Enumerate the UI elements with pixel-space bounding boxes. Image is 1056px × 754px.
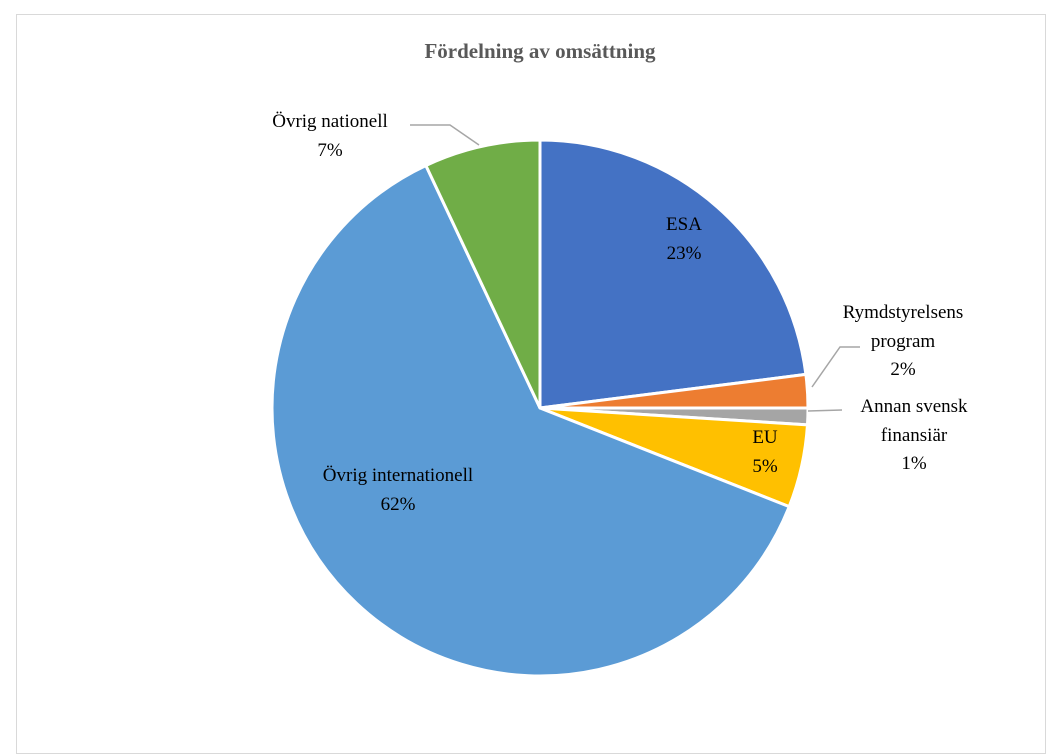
data-label-esa: 23% [667, 243, 702, 264]
pie-slice-esa [538, 138, 808, 410]
pie-slice-ovrig-internationell [270, 164, 791, 678]
leader-lines [410, 124, 860, 412]
category-label-annan-svensk-finansiar: Annan svensk [860, 396, 968, 417]
pie-slices [270, 138, 810, 678]
category-label-annan-svensk-finansiar: finansiär [881, 425, 948, 446]
category-label-ovrig-internationell: Övrig internationell [323, 465, 473, 486]
data-label-ovrig-internationell: 62% [381, 494, 416, 515]
data-label-eu: 5% [752, 456, 778, 477]
category-label-ovrig-nationell: Övrig nationell [272, 111, 388, 132]
chart-title: Fördelning av omsättning [424, 39, 656, 63]
data-label-ovrig-nationell: 7% [317, 140, 343, 161]
category-label-esa: ESA [666, 214, 702, 235]
data-label-annan-svensk-finansiar: 1% [901, 453, 927, 474]
category-label-rymdstyrelsens-program: program [871, 331, 936, 352]
leader-line-annan-svensk-finansiar [807, 409, 843, 412]
category-label-eu: EU [752, 427, 778, 448]
category-label-rymdstyrelsens-program: Rymdstyrelsens [843, 302, 964, 323]
pie-slice-ovrig-nationell [424, 138, 542, 410]
leader-line-ovrig-nationell [410, 124, 480, 146]
data-label-rymdstyrelsens-program: 2% [890, 359, 916, 380]
leader-line-rymdstyrelsens-program [811, 346, 860, 388]
slice-labels: ESA 23% Rymdstyrelsens program 2% Annan svens… [272, 111, 968, 515]
